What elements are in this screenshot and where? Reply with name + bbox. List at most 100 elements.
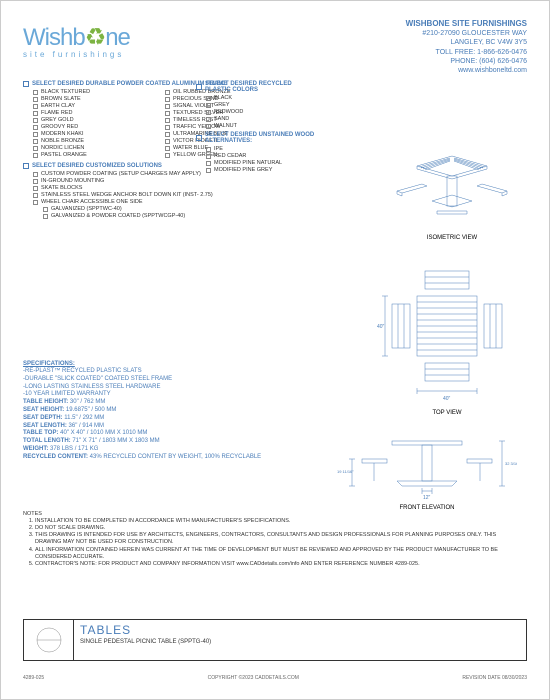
checkbox-icon[interactable] xyxy=(165,132,170,137)
option-item: GREY GOLD xyxy=(33,117,161,123)
checkbox-icon[interactable] xyxy=(165,104,170,109)
title-circle-icon xyxy=(24,620,74,660)
checkbox-icon[interactable] xyxy=(196,135,202,141)
checkbox-icon[interactable] xyxy=(33,97,38,102)
specifications: SPECIFICATIONS: -RE-PLAST™ RECYCLED PLAS… xyxy=(23,361,293,462)
checkbox-icon[interactable] xyxy=(196,84,202,90)
iso-label: ISOMETRIC VIEW xyxy=(387,235,517,241)
checkbox-icon[interactable] xyxy=(206,147,211,152)
checkbox-icon[interactable] xyxy=(23,163,29,169)
footer-rev: REVISION DATE 08/30/2023 xyxy=(462,675,527,681)
spec-item: SEAT HEIGHT: 19.6875" / 500 MM xyxy=(23,407,293,415)
company-addr2: LANGLEY, BC V4W 3Y5 xyxy=(406,38,527,47)
isometric-view: ISOMETRIC VIEW xyxy=(387,141,517,231)
footer: 4289-025 COPYRIGHT ©2023 CADDETAILS.COM … xyxy=(23,675,527,681)
spec-line: -RE-PLAST™ RECYCLED PLASTIC SLATS xyxy=(23,368,293,376)
logo-sub: site furnishings xyxy=(23,50,130,59)
option-label: SAND xyxy=(214,116,229,122)
checkbox-icon[interactable] xyxy=(206,110,211,115)
dim-40v: 40" xyxy=(377,324,385,330)
company-name: WISHBONE SITE FURNISHINGS xyxy=(406,19,527,29)
checkbox-icon[interactable] xyxy=(33,179,38,184)
title-name: SINGLE PEDESTAL PICNIC TABLE (SPPTG-40) xyxy=(80,639,520,645)
checkbox-icon[interactable] xyxy=(33,172,38,177)
checkbox-icon[interactable] xyxy=(33,132,38,137)
option-item: IN-GROUND MOUNTING xyxy=(33,178,293,184)
checkbox-icon[interactable] xyxy=(206,117,211,122)
spec-item: TABLE TOP: 40" X 40" / 1010 MM X 1010 MM xyxy=(23,430,293,438)
checkbox-icon[interactable] xyxy=(33,153,38,158)
checkbox-icon[interactable] xyxy=(165,111,170,116)
option-label: IPE xyxy=(214,146,223,152)
recycle-icon: ♻ xyxy=(85,24,106,51)
checkbox-icon[interactable] xyxy=(165,125,170,130)
checkbox-icon[interactable] xyxy=(23,81,29,87)
wood-head: SELECT DESIRED UNSTAINED WOOD ALTERNATIV… xyxy=(205,132,316,144)
top-view: 40" 40" TOP VIEW xyxy=(377,256,517,416)
option-item: BROWN SLATE xyxy=(33,96,161,102)
option-label: EARTH CLAY xyxy=(41,103,75,109)
checkbox-icon[interactable] xyxy=(165,153,170,158)
checkbox-icon[interactable] xyxy=(43,214,48,219)
option-item: GALVANIZED & POWDER COATED (SPPTWCGP-40) xyxy=(43,213,293,219)
option-label: GROOVY RED xyxy=(41,124,78,130)
checkbox-icon[interactable] xyxy=(33,90,38,95)
checkbox-icon[interactable] xyxy=(33,193,38,198)
notes-head: NOTES xyxy=(23,511,523,517)
checkbox-icon[interactable] xyxy=(33,186,38,191)
checkbox-icon[interactable] xyxy=(165,146,170,151)
dim-12: 12" xyxy=(423,495,431,501)
spec-item: SEAT LENGTH: 36" / 914 MM xyxy=(23,423,293,431)
checkbox-icon[interactable] xyxy=(43,207,48,212)
footer-copy: COPYRIGHT ©2023 CADDETAILS.COM xyxy=(208,675,299,681)
note-item: INSTALLATION TO BE COMPLETED IN ACCORDAN… xyxy=(35,518,523,525)
checkbox-icon[interactable] xyxy=(206,96,211,101)
checkbox-icon[interactable] xyxy=(165,139,170,144)
option-item: PASTEL ORANGE xyxy=(33,152,161,158)
spec-item: TABLE HEIGHT: 30" / 762 MM xyxy=(23,399,293,407)
company-web: www.wishboneltd.com xyxy=(406,66,527,75)
checkbox-icon[interactable] xyxy=(206,168,211,173)
front-label: FRONT ELEVATION xyxy=(337,505,517,511)
checkbox-icon[interactable] xyxy=(33,139,38,144)
checkbox-icon[interactable] xyxy=(33,146,38,151)
checkbox-icon[interactable] xyxy=(33,104,38,109)
option-item: BLACK xyxy=(206,95,316,101)
checkbox-icon[interactable] xyxy=(33,111,38,116)
checkbox-icon[interactable] xyxy=(165,90,170,95)
logo: Wishb♻ne site furnishings xyxy=(23,23,130,59)
checkbox-icon[interactable] xyxy=(206,124,211,129)
note-item: CONTRACTOR'S NOTE: FOR PRODUCT AND COMPA… xyxy=(35,561,523,568)
option-label: WALNUT xyxy=(214,123,237,129)
checkbox-icon[interactable] xyxy=(33,200,38,205)
option-item: GALVANIZED (SPPTWC-40) xyxy=(43,206,293,212)
footer-ref: 4289-025 xyxy=(23,675,44,681)
spec-line: -DURABLE "SLICK COATED" COATED STEEL FRA… xyxy=(23,376,293,384)
spec-item: WEIGHT: 378 LBS / 171 KG xyxy=(23,446,293,454)
spec-item: SEAT DEPTH: 11.5" / 292 MM xyxy=(23,415,293,423)
option-item: FLAME RED xyxy=(33,110,161,116)
top-label: TOP VIEW xyxy=(377,410,517,416)
option-item: MODIFIED PINE NATURAL xyxy=(206,160,316,166)
logo-main: Wishb xyxy=(23,24,85,51)
checkbox-icon[interactable] xyxy=(206,161,211,166)
option-item: GROOVY RED xyxy=(33,124,161,130)
option-item: BLACK TEXTURED xyxy=(33,89,161,95)
checkbox-icon[interactable] xyxy=(33,118,38,123)
option-label: MODERN KHAKI xyxy=(41,131,83,137)
checkbox-icon[interactable] xyxy=(165,118,170,123)
option-label: BROWN SLATE xyxy=(41,96,81,102)
option-label: GREY GOLD xyxy=(41,117,74,123)
specs-head: SPECIFICATIONS: xyxy=(23,361,293,367)
dim-32: 32 3/16" xyxy=(505,461,517,466)
checkbox-icon[interactable] xyxy=(206,103,211,108)
checkbox-icon[interactable] xyxy=(33,125,38,130)
option-label: NORDIC LICHEN xyxy=(41,145,84,151)
dim-40: 40" xyxy=(443,396,451,402)
option-label: GALVANIZED & POWDER COATED (SPPTWCGP-40) xyxy=(51,213,185,219)
option-label: GALVANIZED (SPPTWC-40) xyxy=(51,206,122,212)
checkbox-icon[interactable] xyxy=(165,97,170,102)
checkbox-icon[interactable] xyxy=(206,154,211,159)
option-label: WHEEL CHAIR ACCESSIBLE ONE SIDE xyxy=(41,199,143,205)
option-label: RED CEDAR xyxy=(214,153,246,159)
